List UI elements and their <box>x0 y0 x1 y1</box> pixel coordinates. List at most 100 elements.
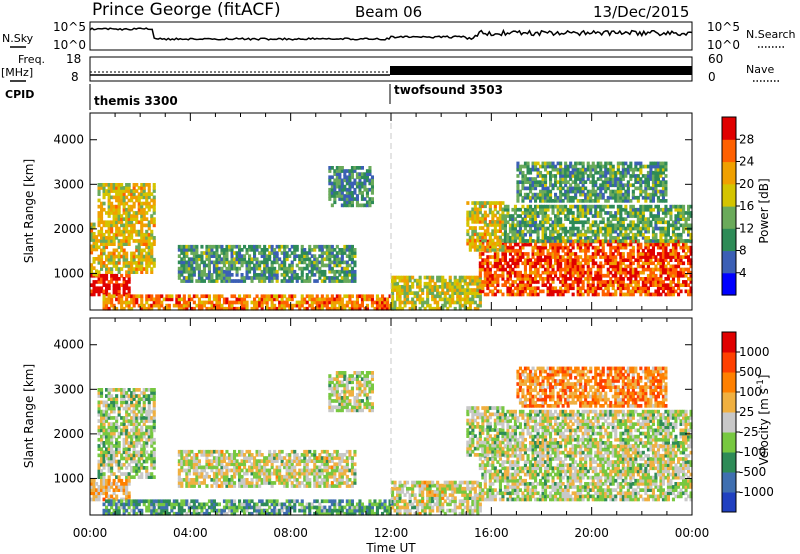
echo-cell <box>295 248 299 252</box>
echo-cell <box>574 217 578 221</box>
echo-cell <box>549 261 553 266</box>
echo-cell <box>604 211 608 215</box>
echo-cell <box>97 475 101 479</box>
echo-cell <box>132 270 136 274</box>
echo-cell <box>446 306 450 311</box>
echo-cell <box>343 200 347 205</box>
echo-cell <box>200 306 204 311</box>
echo-cell <box>566 252 570 256</box>
echo-cell <box>534 183 538 188</box>
echo-cell <box>639 207 643 212</box>
echo-cell <box>493 223 497 227</box>
echo-cell <box>611 177 615 181</box>
echo-cell <box>654 223 658 228</box>
echo-cell <box>564 214 568 218</box>
echo-cell <box>624 292 628 297</box>
echo-cell <box>596 204 600 209</box>
echo-cell <box>112 428 116 433</box>
echo-cell <box>506 277 510 281</box>
echo-cell <box>343 276 347 280</box>
echo-cell <box>476 294 480 299</box>
echo-cell <box>418 281 422 286</box>
echo-cell <box>523 192 527 197</box>
echo-cell <box>320 297 324 302</box>
echo-cell <box>664 232 668 237</box>
echo-cell <box>561 180 565 184</box>
echo-cell <box>654 280 658 284</box>
echo-cell <box>571 174 575 178</box>
echo-cell <box>513 252 517 256</box>
echo-cell <box>102 207 106 212</box>
echo-cell <box>586 258 590 262</box>
echo-cell <box>177 273 181 277</box>
echo-cell <box>360 294 364 299</box>
echo-cell <box>569 177 573 181</box>
echo-cell <box>190 257 194 262</box>
echo-cell <box>147 242 151 246</box>
echo-cell <box>117 469 121 473</box>
echo-cell <box>200 257 204 262</box>
echo-cell <box>125 217 129 221</box>
echo-cell <box>466 297 470 302</box>
echo-cell <box>97 444 101 448</box>
echo-cell <box>629 177 633 181</box>
echo-cell <box>636 289 640 294</box>
echo-cell <box>511 236 515 240</box>
echo-cell <box>576 183 580 188</box>
echo-cell <box>323 303 327 308</box>
echo-cell <box>325 276 329 280</box>
echo-cell <box>278 294 282 299</box>
echo-cell <box>315 266 319 271</box>
echo-cell <box>493 270 497 275</box>
echo-cell <box>611 217 615 221</box>
echo-cell <box>621 258 625 262</box>
echo-cell <box>586 192 590 197</box>
echo-cell <box>536 195 540 200</box>
echo-cell <box>328 260 332 265</box>
echo-cell <box>682 214 686 218</box>
echo-cell <box>142 214 146 218</box>
echo-cell <box>616 204 620 209</box>
echo-cell <box>343 251 347 255</box>
echo-cell <box>305 251 309 255</box>
echo-cell <box>220 294 224 299</box>
echo-cell <box>651 189 655 194</box>
echo-cell <box>115 264 119 268</box>
echo-cell <box>646 180 650 184</box>
echo-cell <box>177 306 181 311</box>
echo-cell <box>273 297 277 302</box>
echo-cell <box>127 306 131 311</box>
echo-cell <box>210 273 214 277</box>
echo-cell <box>230 306 234 311</box>
echo-cell <box>546 252 550 256</box>
echo-cell <box>117 286 121 291</box>
echo-cell <box>476 275 480 280</box>
echo-cell <box>581 248 585 253</box>
echo-cell <box>105 431 109 436</box>
echo-cell <box>544 217 548 221</box>
echo-cell <box>102 277 106 281</box>
echo-cell <box>571 189 575 194</box>
echo-cell <box>112 195 116 200</box>
echo-cell <box>275 276 279 280</box>
echo-cell <box>355 203 359 208</box>
echo-cell <box>674 283 678 287</box>
echo-cell <box>207 248 211 252</box>
echo-cell <box>102 201 106 206</box>
echo-cell <box>614 280 618 284</box>
echo-cell <box>656 267 660 272</box>
echo-cell <box>308 294 312 299</box>
echo-cell <box>649 223 653 228</box>
echo-cell <box>345 197 349 201</box>
echo-cell <box>466 238 470 243</box>
echo-cell <box>659 277 663 281</box>
echo-cell <box>137 264 141 268</box>
echo-cell <box>353 276 357 280</box>
echo-cell <box>659 207 663 212</box>
echo-cell <box>155 294 159 299</box>
echo-cell <box>471 210 475 215</box>
echo-cell <box>97 229 101 234</box>
echo-cell <box>471 235 475 240</box>
echo-cell <box>599 177 603 181</box>
echo-cell <box>478 248 482 252</box>
